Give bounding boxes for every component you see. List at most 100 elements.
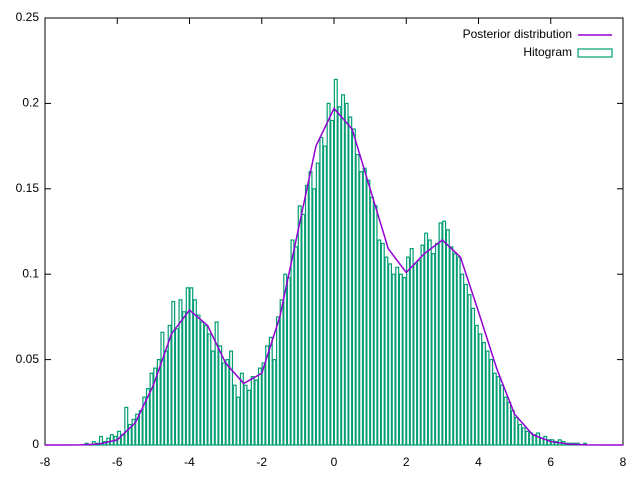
- histogram-bar: [322, 145, 327, 446]
- histogram-bar: [460, 273, 465, 446]
- histogram-bar: [445, 229, 450, 446]
- histogram-bar: [131, 418, 136, 446]
- histogram-bar: [164, 350, 169, 446]
- histogram-bar: [109, 434, 114, 446]
- y-tick-label: 0.05: [16, 352, 40, 366]
- histogram-bar: [319, 136, 324, 446]
- histogram-bar: [250, 376, 255, 446]
- histogram-bar: [485, 350, 490, 446]
- x-tick-label: 8: [620, 455, 627, 469]
- x-tick-label: 0: [331, 455, 338, 469]
- histogram-bar: [301, 213, 306, 446]
- histogram-bar: [221, 362, 226, 446]
- histogram-bar: [431, 253, 436, 446]
- histogram-bar: [492, 372, 497, 446]
- histogram-bar: [91, 440, 96, 446]
- histogram-bar: [456, 256, 461, 446]
- histogram-bar: [153, 367, 158, 446]
- histogram-bar: [359, 171, 364, 446]
- histogram-bar: [276, 316, 281, 446]
- histogram-bar: [518, 423, 523, 446]
- histogram-bar: [543, 435, 548, 446]
- histogram-bar: [326, 102, 331, 446]
- histogram-bar: [192, 299, 197, 446]
- x-tick-label: -4: [184, 455, 195, 469]
- histogram-bar: [398, 273, 403, 446]
- histogram-bar: [268, 336, 273, 446]
- legend-box: [577, 48, 613, 58]
- histogram-bar: [369, 196, 374, 446]
- histogram-bar: [489, 359, 494, 446]
- histogram-bar: [387, 263, 392, 446]
- histogram-bar: [413, 263, 418, 446]
- histogram-bar: [117, 430, 122, 446]
- histogram-bar: [135, 413, 140, 446]
- histogram-bar: [297, 205, 302, 446]
- histogram-bar: [124, 406, 129, 446]
- histogram-bar: [521, 427, 526, 446]
- histogram-bar: [341, 94, 346, 446]
- histogram-bar: [474, 324, 479, 446]
- histogram-bar: [402, 277, 407, 446]
- histogram-bar: [384, 256, 389, 446]
- histogram-bar: [203, 324, 208, 446]
- x-tick-label: 2: [403, 455, 410, 469]
- histogram-bar: [420, 244, 425, 446]
- histogram-bar: [247, 389, 252, 446]
- histogram-bar: [218, 345, 223, 446]
- y-tick-label: 0: [32, 437, 39, 451]
- y-tick-label: 0.15: [16, 181, 40, 195]
- histogram-bar: [373, 205, 378, 446]
- histogram-bar: [416, 259, 421, 446]
- histogram-bar: [449, 246, 454, 446]
- y-tick-label: 0.2: [22, 96, 39, 110]
- histogram-bar: [239, 372, 244, 446]
- histogram-bar: [536, 432, 541, 446]
- histogram-bar: [232, 384, 237, 446]
- histogram-bar: [496, 376, 501, 446]
- histogram-bar: [160, 331, 165, 446]
- histogram-bar: [471, 307, 476, 446]
- posterior-line: [45, 107, 623, 446]
- histogram-bar: [210, 350, 215, 446]
- histogram-bar: [315, 162, 320, 446]
- histogram-bar: [442, 220, 447, 446]
- legend-label: Posterior distribution: [463, 27, 572, 41]
- histogram-bar: [438, 222, 443, 446]
- histogram-bar: [138, 410, 143, 446]
- legend-label: Hitogram: [523, 45, 572, 59]
- histogram-bar: [229, 350, 234, 446]
- histogram-bar: [525, 430, 530, 446]
- histogram-bar: [294, 246, 299, 446]
- histogram-bar: [145, 388, 150, 446]
- histogram-bar: [225, 359, 230, 446]
- histogram-bar: [362, 167, 367, 446]
- histogram-bar: [286, 277, 291, 446]
- histogram-bar: [427, 239, 432, 446]
- histogram-bar: [463, 283, 468, 446]
- histogram-bar: [174, 328, 179, 446]
- histogram-bar: [171, 300, 176, 446]
- histogram-bar: [142, 396, 147, 446]
- histogram-bar: [156, 359, 161, 446]
- histogram-bar: [406, 256, 411, 446]
- histogram-bar: [167, 324, 172, 446]
- histogram-bar: [261, 362, 266, 446]
- x-tick-label: -8: [40, 455, 51, 469]
- histogram-bar: [409, 247, 414, 446]
- histogram-bar: [127, 423, 132, 446]
- histogram-bar: [424, 232, 429, 446]
- histogram-bar: [351, 128, 356, 446]
- histogram-bar: [380, 242, 385, 446]
- histogram-bar: [510, 410, 515, 446]
- histogram-bar: [290, 239, 295, 446]
- histogram-bar: [337, 106, 342, 446]
- histogram-bar: [453, 253, 458, 446]
- histogram-bar: [391, 273, 396, 446]
- histogram-bar: [355, 154, 360, 446]
- histogram-bar: [395, 266, 400, 446]
- histogram-bar: [478, 333, 483, 446]
- histogram-bar: [330, 119, 335, 446]
- histogram-bar: [546, 439, 551, 446]
- histogram-bar: [200, 321, 205, 446]
